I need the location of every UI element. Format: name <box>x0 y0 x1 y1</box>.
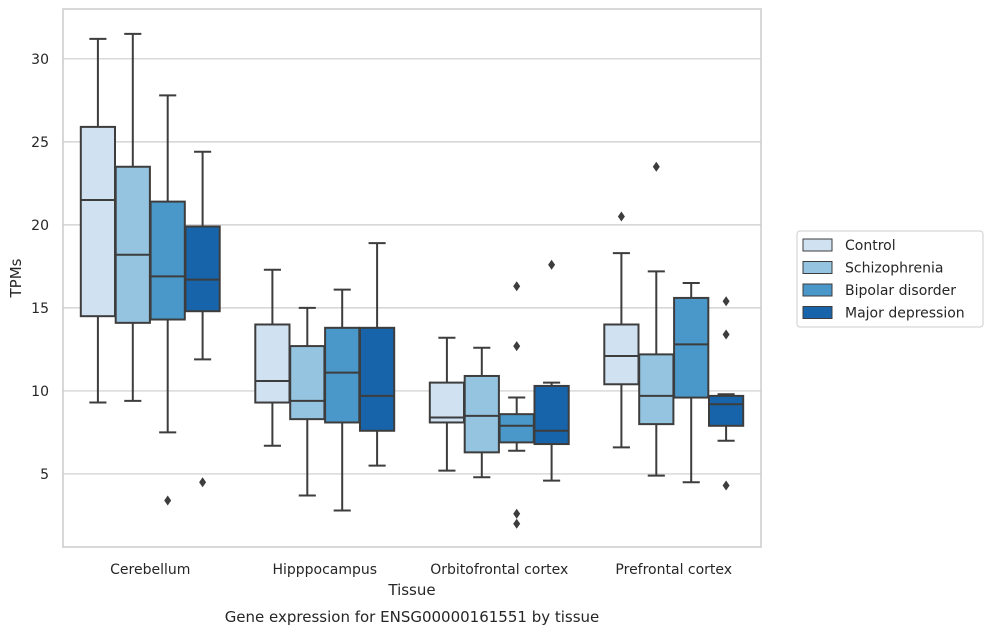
x-tick-label: Cerebellum <box>110 562 190 578</box>
x-tick-label: Prefrontal cortex <box>615 562 732 578</box>
outlier-point <box>722 329 730 340</box>
box <box>498 281 535 529</box>
outlier-point <box>199 477 207 488</box>
legend-swatch <box>802 238 833 252</box>
box <box>533 259 570 482</box>
box-rect <box>114 165 151 324</box>
box <box>673 281 710 484</box>
box-rect <box>463 374 500 454</box>
legend-label: Bipolar disorder <box>845 283 956 299</box>
box-rect <box>428 381 466 424</box>
box <box>324 288 361 512</box>
box <box>603 211 640 449</box>
box-rect <box>498 413 535 444</box>
outlier-point <box>548 259 556 270</box>
x-tick-label: Orbitofrontal cortex <box>430 562 568 578</box>
box-rect <box>79 125 117 318</box>
chart-caption: Gene expression for ENSG00000161551 by t… <box>225 608 600 626</box>
box-rect <box>358 326 396 432</box>
y-tick-labels: 5 10 15 20 25 30 <box>31 52 49 483</box>
y-tick-label: 30 <box>31 52 49 68</box>
outlier-point <box>722 296 730 307</box>
box <box>428 336 466 472</box>
box <box>254 268 291 447</box>
box-rect <box>289 345 326 421</box>
y-tick-label: 10 <box>31 384 49 400</box>
box-groups <box>79 32 745 529</box>
box-rect <box>533 384 570 446</box>
box-rect <box>149 200 186 321</box>
series-group <box>79 37 640 472</box>
series-group <box>149 94 710 529</box>
outlier-point <box>513 508 521 519</box>
box-rect <box>707 394 745 427</box>
outlier-point <box>513 281 521 292</box>
box <box>463 346 500 479</box>
legend-frame <box>796 230 984 328</box>
box-rect <box>638 353 675 426</box>
y-tick-label: 5 <box>40 467 49 483</box>
legend-swatch <box>802 306 833 319</box>
box-rect <box>324 326 361 424</box>
box-rect <box>673 296 710 399</box>
box <box>184 150 221 488</box>
outlier-point <box>513 518 521 529</box>
x-axis-label: Tissue <box>387 581 435 599</box>
x-tick-labels: Cerebellum Hipppocampus Orbitofrontal cort… <box>110 562 732 578</box>
series-group <box>184 150 745 491</box>
y-axis-label: TPMs <box>7 258 25 298</box>
box <box>149 94 186 506</box>
box <box>114 32 151 402</box>
x-tick-label: Hipppocampus <box>272 562 377 578</box>
outlier-point <box>617 211 625 222</box>
legend: Control Schizophrenia Bipolar disorder Majo… <box>796 230 984 328</box>
legend-label: Schizophrenia <box>845 261 943 277</box>
outlier-point <box>722 480 730 491</box>
box-rect <box>603 323 640 386</box>
y-tick-label: 15 <box>31 301 49 317</box>
box-rect <box>254 323 291 404</box>
y-tick-label: 20 <box>31 218 49 234</box>
legend-label: Major depression <box>845 306 965 322</box>
legend-swatch <box>802 261 833 274</box>
plot-frame <box>62 8 762 548</box>
outlier-point <box>652 161 660 172</box>
outlier-point <box>513 341 521 352</box>
legend-swatch <box>802 283 833 297</box>
box-rect <box>184 225 221 313</box>
legend-label: Control <box>845 238 896 254</box>
outlier-point <box>164 495 172 506</box>
box <box>358 242 396 467</box>
box <box>707 296 745 491</box>
y-tick-label: 25 <box>31 135 49 151</box>
